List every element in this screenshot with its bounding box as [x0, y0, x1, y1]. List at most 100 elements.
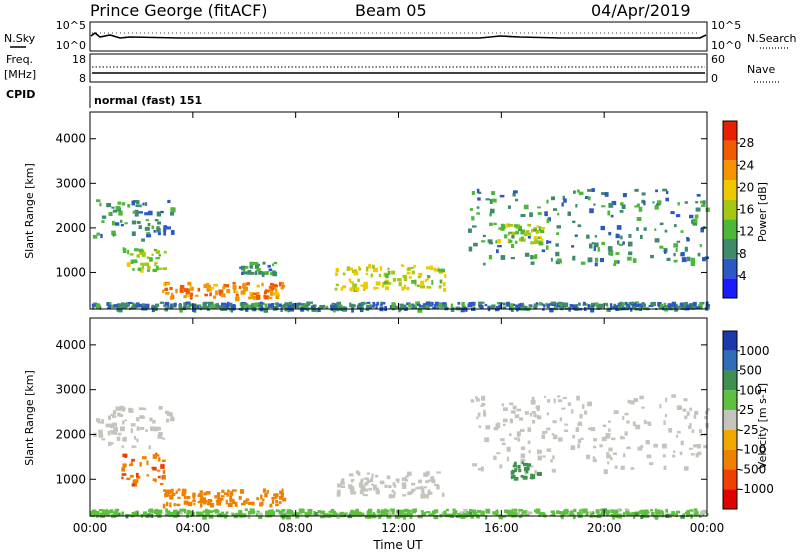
echo-cell	[332, 512, 338, 517]
echo-cell	[555, 251, 560, 257]
echo-cell	[425, 471, 430, 476]
nsky-label: N.Sky	[4, 32, 36, 45]
echo-cell	[371, 483, 374, 486]
echo-cell	[631, 511, 635, 517]
colorbar-swatch	[723, 239, 737, 259]
nave-label: Nave	[747, 63, 775, 76]
colorbar-swatch	[723, 489, 737, 509]
echo-cell	[373, 287, 379, 290]
echo-cell	[161, 459, 166, 462]
echo-cell	[422, 492, 425, 495]
echo-cell	[200, 495, 204, 501]
echo-cell	[561, 202, 564, 207]
echo-cell	[238, 510, 243, 515]
echo-cell	[227, 302, 233, 307]
echo-cell	[544, 395, 547, 398]
echo-cell	[513, 476, 519, 481]
echo-cell	[141, 238, 145, 242]
echo-cell	[517, 438, 521, 442]
echo-cell	[561, 407, 566, 410]
echo-cell	[478, 425, 482, 428]
echo-cell	[107, 415, 111, 420]
echo-cell	[481, 240, 486, 243]
echo-cell	[535, 302, 538, 305]
echo-cell	[406, 286, 410, 291]
echo-cell	[278, 512, 282, 515]
echo-cell	[247, 270, 252, 275]
echo-cell	[202, 510, 208, 513]
velocity-colorbar-tick: 25	[739, 403, 754, 417]
echo-cell	[118, 210, 123, 216]
echo-cell	[514, 240, 518, 244]
echo-cell	[264, 295, 270, 300]
echo-cell	[389, 305, 393, 310]
echo-cell	[693, 414, 697, 419]
echo-cell	[620, 202, 624, 206]
echo-cell	[112, 422, 117, 427]
echo-cell	[132, 268, 135, 271]
echo-cell	[371, 473, 374, 478]
echo-cell	[213, 283, 218, 287]
echo-cell	[391, 489, 395, 493]
echo-cell	[357, 471, 361, 476]
echo-cell	[209, 301, 214, 305]
echo-cell	[511, 303, 516, 306]
echo-cell	[508, 511, 512, 514]
echo-cell	[227, 489, 230, 493]
echo-cell	[165, 292, 170, 295]
echo-cell	[413, 264, 416, 268]
echo-cell	[547, 240, 552, 244]
echo-cell	[157, 221, 161, 225]
echo-cell	[368, 508, 373, 514]
echo-cell	[272, 271, 278, 277]
echo-cell	[165, 513, 170, 517]
echo-cell	[515, 511, 521, 516]
echo-cell	[383, 302, 386, 305]
echo-cell	[122, 247, 125, 251]
echo-cell	[258, 302, 264, 307]
echo-cell	[411, 482, 416, 486]
echo-cell	[703, 445, 707, 449]
echo-cell	[146, 256, 149, 260]
echo-cell	[510, 257, 515, 260]
station-title: Prince George (fitACF)	[90, 1, 268, 20]
echo-cell	[608, 447, 613, 452]
echo-cell	[684, 301, 688, 306]
echo-cell	[644, 509, 649, 515]
echo-cell	[607, 307, 611, 312]
echo-cell	[131, 458, 135, 462]
echo-cell	[646, 454, 652, 459]
echo-cell	[588, 427, 592, 430]
echo-cell	[141, 303, 145, 306]
echo-cell	[335, 283, 339, 287]
echo-cell	[130, 423, 136, 427]
echo-cell	[400, 264, 405, 267]
echo-cell	[215, 499, 218, 502]
echo-cell	[684, 246, 688, 252]
echo-cell	[639, 303, 642, 307]
echo-cell	[166, 305, 170, 309]
echo-cell	[699, 429, 702, 433]
echo-cell	[437, 268, 442, 272]
echo-cell	[226, 492, 229, 497]
echo-cell	[552, 455, 555, 460]
echo-cell	[520, 461, 523, 465]
echo-cell	[248, 296, 252, 300]
echo-cell	[473, 242, 478, 247]
echo-cell	[476, 510, 481, 513]
echo-cell	[648, 304, 654, 307]
echo-cell	[484, 303, 488, 307]
echo-cell	[153, 510, 158, 514]
echo-cell	[466, 513, 471, 517]
echo-cell	[391, 302, 396, 306]
power-colorbar-tick: 28	[739, 136, 754, 150]
echo-cell	[330, 508, 335, 514]
echo-cell	[591, 242, 595, 245]
echo-cell	[349, 488, 355, 492]
echo-cell	[420, 285, 426, 289]
echo-cell	[526, 232, 532, 236]
echo-cell	[550, 514, 555, 517]
echo-cell	[563, 511, 567, 515]
echo-cell	[313, 511, 316, 514]
